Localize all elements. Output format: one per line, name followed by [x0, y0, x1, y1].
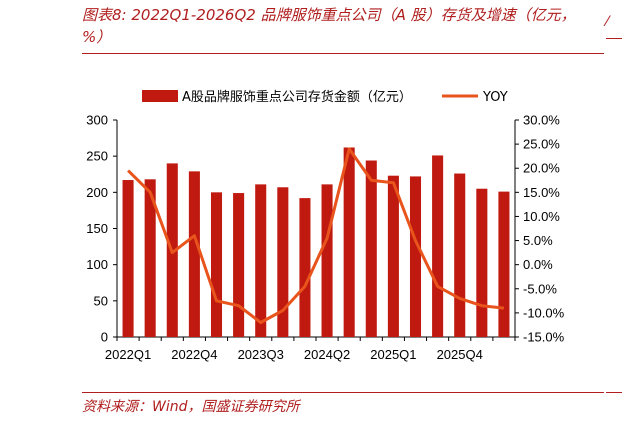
x-tick-label: 2022Q4: [171, 347, 217, 362]
bar: [365, 160, 377, 337]
bar: [343, 147, 355, 337]
edge-divider: [606, 38, 622, 39]
bar: [122, 180, 134, 337]
legend-label-line: YOY: [482, 90, 508, 105]
y-left-tick-label: 100: [86, 257, 108, 272]
bar: [188, 171, 200, 337]
bar: [277, 187, 289, 337]
y-left-tick-label: 250: [86, 149, 108, 164]
y-right-tick-label: -10.0%: [523, 305, 565, 320]
y-left-tick-label: 50: [94, 293, 108, 308]
bar: [409, 176, 422, 337]
y-left-tick-label: 200: [86, 185, 108, 200]
x-tick-label: 2022Q1: [105, 347, 151, 362]
legend-label-bar: A股品牌服饰重点公司存货金额（亿元）: [182, 89, 412, 105]
edge-divider-bottom: [606, 392, 622, 393]
edge-fragment: ⁄: [606, 14, 609, 30]
chart-title: 图表8: 2022Q1-2026Q2 品牌服饰重点公司（A 股）存货及增速（亿元…: [82, 6, 576, 46]
bar: [387, 175, 399, 337]
x-tick-label: 2025Q4: [437, 347, 483, 362]
source-divider: [82, 392, 604, 393]
y-right-tick-label: -15.0%: [523, 330, 565, 345]
y-right-tick-label: 10.0%: [523, 209, 560, 224]
bar: [255, 184, 267, 337]
y-right-tick-label: -5.0%: [523, 281, 557, 296]
title-divider: [82, 53, 604, 54]
y-right-tick-label: 0.0%: [523, 257, 553, 272]
y-left-tick-label: 0: [101, 330, 108, 345]
y-left-tick-label: 150: [86, 221, 108, 236]
x-tick-label: 2025Q1: [370, 347, 416, 362]
bar: [454, 173, 466, 337]
source-note: 资料来源：Wind，国盛证券研究所: [82, 399, 300, 415]
y-right-tick-label: 25.0%: [523, 137, 560, 152]
y-left-tick-label: 300: [86, 113, 108, 128]
y-right-tick-label: 5.0%: [523, 233, 553, 248]
y-right-tick-label: 15.0%: [523, 185, 560, 200]
bar: [144, 179, 156, 337]
bar: [299, 198, 311, 337]
bar: [233, 193, 245, 337]
bar: [321, 184, 333, 337]
yoy-line: [127, 147, 505, 324]
y-right-tick-label: 20.0%: [523, 161, 560, 176]
x-tick-label: 2024Q2: [304, 347, 350, 362]
bar: [432, 155, 444, 337]
legend-swatch-bar: [142, 90, 178, 102]
x-tick-label: 2023Q3: [238, 347, 284, 362]
y-right-tick-label: 30.0%: [523, 113, 560, 128]
bar: [476, 188, 488, 337]
bar: [210, 192, 223, 337]
bar: [498, 191, 510, 337]
